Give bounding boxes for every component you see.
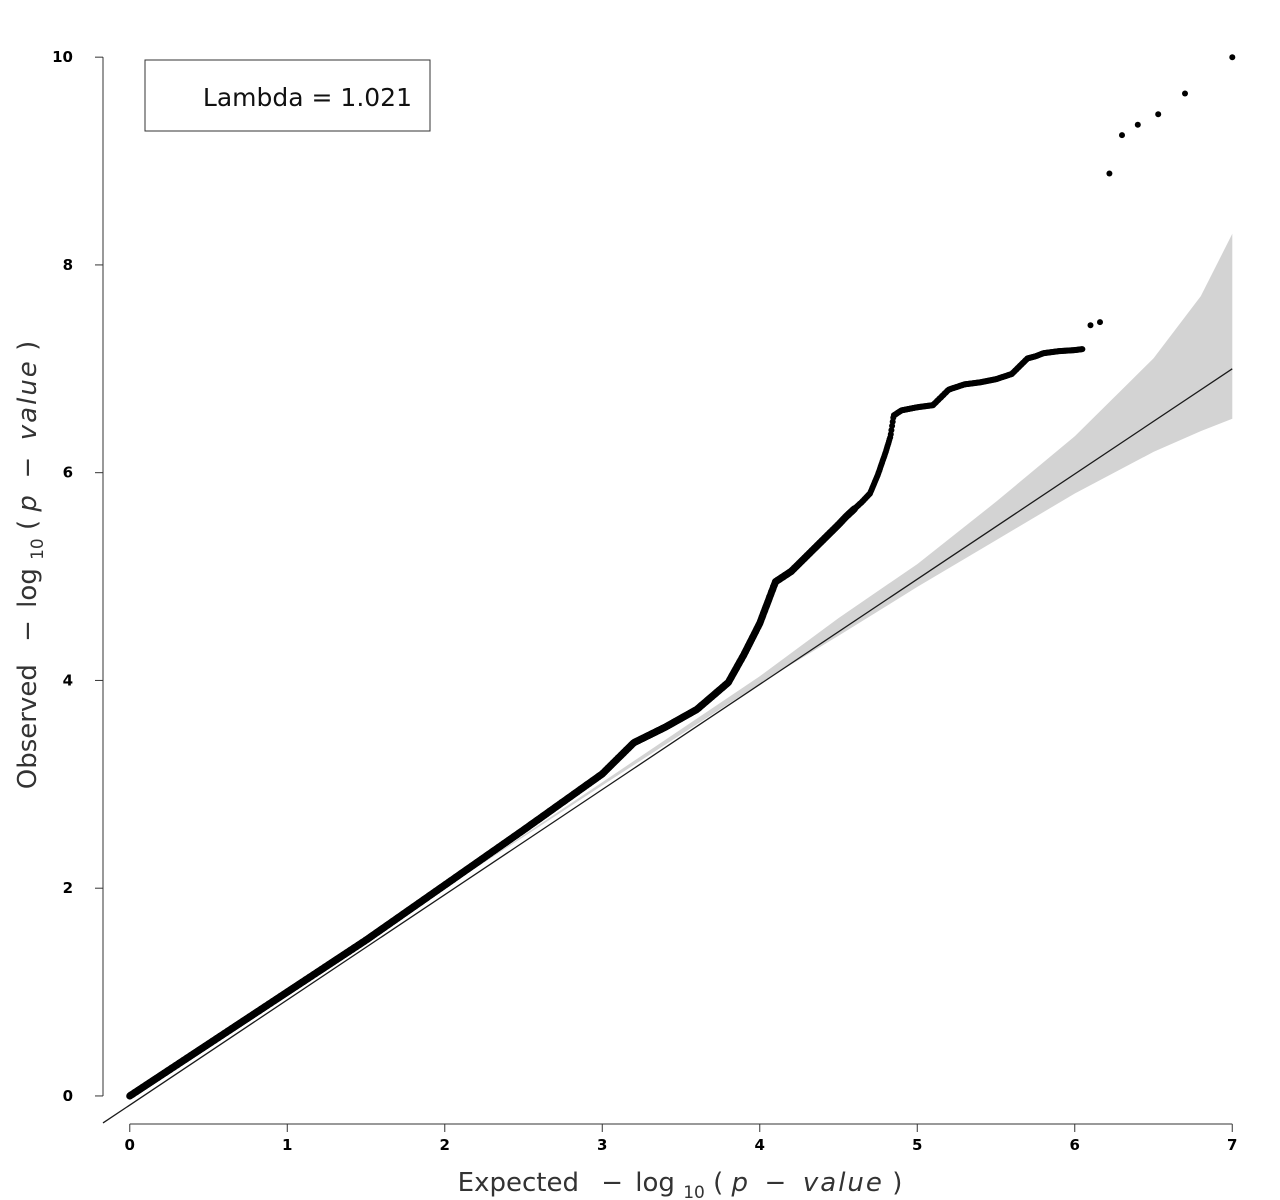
y-tick-label: 2 (63, 879, 73, 897)
x-title-base: 10 (683, 1183, 705, 1200)
y-tick-label: 8 (63, 256, 73, 274)
y-tick-label: 6 (63, 464, 73, 482)
observed-points (1087, 54, 1236, 329)
x-tick-label: 6 (1070, 1136, 1080, 1154)
x-tick-label: 3 (597, 1136, 607, 1154)
observed-curve (126, 346, 1086, 1100)
x-title-log: log (635, 1168, 675, 1198)
expected-reference-line (102, 368, 1233, 1124)
x-ticks: 0 1 2 3 4 5 6 7 (125, 1124, 1237, 1154)
x-tick-label: 4 (755, 1136, 765, 1154)
observed-curve-point (1064, 348, 1070, 354)
x-tick-label: 2 (440, 1136, 450, 1154)
confidence-band (129, 233, 1233, 1097)
x-tick-label: 7 (1227, 1136, 1237, 1154)
x-title-close: ) (892, 1168, 902, 1198)
reference-line (102, 368, 1233, 1124)
legend-text: Lambda = 1.021 (203, 83, 412, 112)
x-tick-label: 1 (282, 1136, 292, 1154)
observed-point (1229, 54, 1236, 61)
y-ticks: 0 2 4 6 8 10 (52, 48, 103, 1105)
observed-curve-point (1072, 347, 1078, 353)
x-title-p: p (731, 1168, 749, 1198)
x-axis-title: Expected − log 10 ( p − value ) (458, 1168, 903, 1200)
x-title-dash: − (756, 1168, 794, 1198)
legend-box (144, 59, 431, 132)
y-title-prefix: Observed (13, 664, 43, 789)
observed-curve-point (1056, 348, 1062, 354)
observed-curve-point (1080, 346, 1086, 352)
y-title-minus: − (13, 620, 43, 642)
x-title-open: ( (713, 1168, 723, 1198)
y-axis-title: Observed − log 10 ( p − value ) (13, 341, 50, 789)
y-title-p: p (13, 495, 43, 513)
observed-point (1087, 322, 1094, 329)
y-title-log: log (13, 568, 43, 608)
y-title-close: ) (13, 341, 43, 351)
legend: Lambda = 1.021 (144, 59, 431, 132)
y-tick-label: 10 (52, 48, 73, 66)
observed-point (1119, 132, 1125, 139)
y-title-base: 10 (28, 538, 48, 560)
y-title-dash: − (13, 448, 43, 486)
y-title-value: value (13, 359, 43, 440)
y-title-open: ( (13, 520, 43, 530)
x-tick-label: 5 (912, 1136, 922, 1154)
observed-point (1155, 111, 1162, 118)
y-tick-label: 4 (63, 671, 73, 689)
observed-point (1106, 170, 1113, 177)
observed-point (1134, 121, 1141, 128)
observed-point (1182, 90, 1188, 97)
x-tick-label: 0 (125, 1136, 135, 1154)
x-title-minus: − (601, 1168, 623, 1198)
x-title-prefix: Expected (458, 1168, 579, 1198)
x-title-value: value (803, 1168, 884, 1198)
confidence-band-area (129, 233, 1233, 1097)
observed-point (1097, 319, 1103, 326)
y-tick-label: 0 (63, 1087, 73, 1105)
axes (102, 57, 1233, 1125)
